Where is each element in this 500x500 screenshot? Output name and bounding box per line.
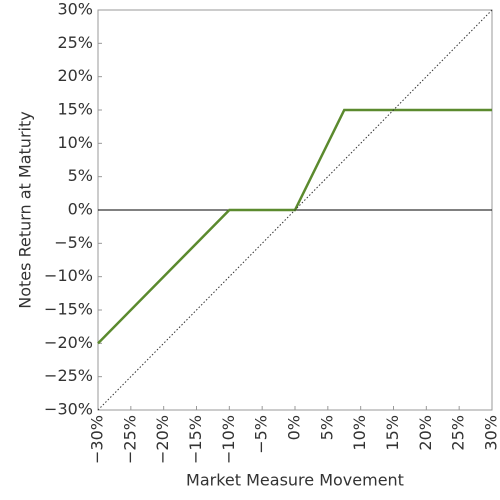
y-tick-label: 10% (57, 133, 93, 152)
y-tick-label: −25% (44, 366, 93, 385)
x-tick-label: 25% (449, 415, 468, 451)
x-tick-label: 10% (350, 415, 369, 451)
y-axis-title: Notes Return at Maturity (16, 111, 35, 308)
x-tick-label: 15% (383, 415, 402, 451)
y-tick-label: 0% (68, 200, 93, 219)
x-tick-label: −10% (219, 415, 238, 464)
x-tick-label: −30% (88, 415, 107, 464)
return-line (97, 108, 492, 345)
y-tick-label: −20% (44, 333, 93, 352)
y-tick-label: 30% (57, 0, 93, 19)
x-tick-label: 30% (482, 415, 500, 451)
y-tick-label: 25% (57, 33, 93, 52)
x-tick-label: 5% (317, 415, 336, 440)
x-tick-label: −5% (252, 415, 271, 454)
y-tick-label: 15% (57, 100, 93, 119)
y-tick-label: −15% (44, 300, 93, 319)
x-tick-label: −20% (153, 415, 172, 464)
y-tick-label: 20% (57, 66, 93, 85)
y-tick-label: 5% (68, 166, 93, 185)
y-tick-label: −10% (44, 266, 93, 285)
reference-line (97, 9, 493, 411)
y-tick-label: −30% (44, 400, 93, 419)
y-tick-label: −5% (54, 233, 93, 252)
x-tick-label: −15% (186, 415, 205, 464)
x-tick-label: 0% (285, 415, 304, 440)
x-tick-label: 20% (416, 415, 435, 451)
x-axis-title: Market Measure Movement (186, 471, 404, 490)
x-tick-label: −25% (120, 415, 139, 464)
